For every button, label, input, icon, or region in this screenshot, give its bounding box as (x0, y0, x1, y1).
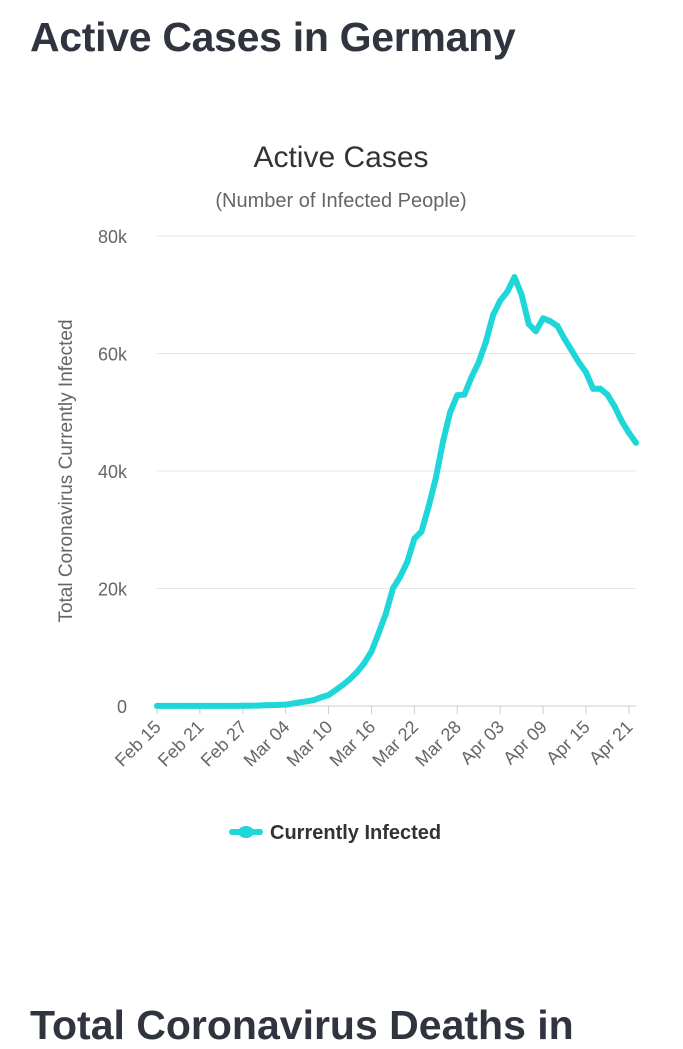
data-point[interactable] (532, 328, 539, 335)
legend[interactable]: Currently Infected (229, 822, 441, 844)
data-point[interactable] (568, 347, 575, 354)
y-tick-label: 60k (98, 345, 128, 365)
data-point[interactable] (425, 503, 432, 510)
data-point[interactable] (168, 702, 175, 709)
data-point[interactable] (339, 681, 346, 688)
x-tick-label: Feb 21 (154, 717, 208, 771)
data-point[interactable] (475, 359, 482, 366)
data-point[interactable] (511, 274, 518, 281)
legend-dot-marker[interactable] (238, 826, 254, 838)
data-point[interactable] (361, 660, 368, 667)
x-tick-label: Mar 04 (240, 717, 294, 771)
data-point[interactable] (518, 291, 525, 298)
data-point[interactable] (261, 702, 268, 709)
data-point[interactable] (368, 648, 375, 655)
x-tick-label: Mar 28 (411, 717, 465, 771)
data-point[interactable] (389, 585, 396, 592)
y-tick-label: 0 (117, 697, 127, 717)
data-point[interactable] (490, 312, 496, 319)
data-point[interactable] (633, 439, 639, 446)
data-point[interactable] (211, 702, 218, 709)
data-point[interactable] (504, 288, 511, 295)
y-axis-ticks: 0 20k 40k 60k 80k (98, 227, 128, 717)
data-point[interactable] (583, 369, 589, 376)
data-point[interactable] (561, 335, 568, 342)
data-point[interactable] (268, 702, 275, 709)
y-tick-label: 20k (98, 580, 128, 600)
data-point[interactable] (204, 702, 210, 709)
data-point[interactable] (411, 535, 418, 542)
data-point[interactable] (304, 698, 311, 705)
data-point[interactable] (161, 702, 168, 709)
series-layer (154, 274, 639, 709)
data-point[interactable] (275, 701, 282, 708)
data-point[interactable] (404, 559, 411, 566)
data-point[interactable] (182, 702, 189, 709)
data-point[interactable] (282, 701, 289, 708)
data-point[interactable] (232, 702, 239, 709)
x-tick-label: Feb 15 (111, 717, 165, 771)
data-point[interactable] (218, 702, 225, 709)
x-tick-label: Mar 22 (368, 717, 422, 771)
data-point[interactable] (554, 322, 561, 329)
data-point[interactable] (454, 392, 461, 399)
data-point[interactable] (397, 573, 404, 580)
x-tick-label: Apr 09 (499, 717, 551, 769)
x-tick-label: Apr 21 (585, 717, 637, 769)
data-point[interactable] (625, 429, 632, 436)
data-point[interactable] (311, 696, 318, 703)
next-section-title: Total Coronavirus Deaths in (30, 1002, 574, 1048)
data-point[interactable] (618, 418, 625, 425)
data-point[interactable] (590, 385, 597, 392)
data-point[interactable] (246, 702, 253, 709)
data-point[interactable] (547, 318, 554, 325)
page-title: Active Cases in Germany (30, 14, 516, 60)
data-point[interactable] (318, 694, 325, 701)
data-point[interactable] (254, 702, 261, 709)
x-tick-label: Feb 27 (197, 717, 251, 771)
data-point[interactable] (482, 338, 489, 345)
y-tick-label: 40k (98, 462, 128, 482)
data-point[interactable] (289, 700, 296, 707)
chart-subtitle: (Number of Infected People) (215, 190, 466, 212)
data-point[interactable] (347, 676, 353, 682)
y-axis-label: Total Coronavirus Currently Infected (56, 319, 77, 622)
y-tick-label: 80k (98, 227, 128, 247)
data-point[interactable] (418, 528, 425, 535)
chart-title: Active Cases (253, 141, 428, 174)
data-point[interactable] (497, 297, 504, 304)
active-cases-chart: Active Cases (Number of Infected People)… (56, 141, 639, 844)
data-point[interactable] (175, 702, 182, 709)
data-point[interactable] (382, 610, 389, 617)
data-point[interactable] (540, 315, 547, 322)
data-point[interactable] (468, 374, 475, 380)
data-point[interactable] (196, 702, 203, 709)
data-point[interactable] (354, 668, 361, 675)
data-point[interactable] (375, 630, 382, 637)
data-point[interactable] (189, 702, 196, 709)
grid-lines (157, 235, 636, 707)
data-point[interactable] (447, 409, 454, 416)
data-point[interactable] (461, 391, 468, 398)
data-point[interactable] (611, 403, 618, 410)
data-point[interactable] (325, 692, 332, 699)
x-tick-label: Apr 03 (456, 717, 508, 769)
data-point[interactable] (154, 702, 160, 709)
data-point[interactable] (432, 475, 439, 482)
data-point[interactable] (604, 391, 611, 398)
data-point[interactable] (575, 359, 582, 366)
legend-label[interactable]: Currently Infected (270, 822, 441, 844)
data-point[interactable] (239, 702, 246, 709)
data-point[interactable] (297, 699, 303, 706)
data-point[interactable] (225, 702, 232, 709)
data-point[interactable] (597, 385, 604, 392)
data-point[interactable] (332, 687, 339, 694)
data-point[interactable] (525, 321, 532, 328)
x-tick-label: Apr 15 (542, 717, 594, 769)
x-tick-label: Mar 10 (283, 717, 337, 771)
x-tick-label: Mar 16 (326, 717, 380, 771)
data-point[interactable] (440, 438, 446, 445)
